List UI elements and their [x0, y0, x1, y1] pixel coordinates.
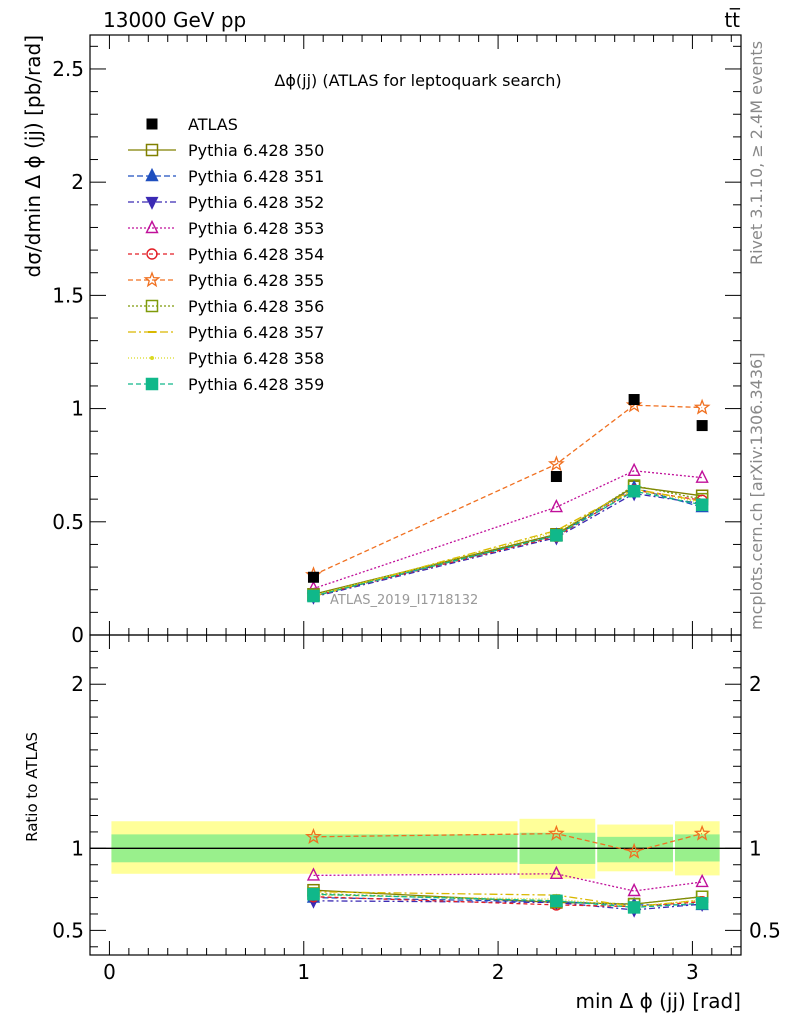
ratio-y-axis-label: Ratio to ATLAS	[23, 732, 41, 842]
ratio-point-5	[693, 824, 711, 841]
atlas-data-point	[550, 471, 562, 483]
ratio-frame	[89, 634, 742, 956]
series-point-5	[547, 455, 565, 472]
legend-marker-atlas	[146, 118, 158, 130]
main-panel: 0 0.5 1 1.5 2 2.5	[52, 34, 742, 647]
chart-title: Δϕ(jj) (ATLAS for leptoquark search)	[274, 71, 561, 90]
ratio-tick-label: 2	[71, 672, 84, 696]
series-point-3	[549, 499, 564, 513]
ratio-point-9	[307, 888, 320, 901]
x-axis-label: min Δ ϕ (jj) [rad]	[575, 989, 741, 1013]
y-axis-label: dσ/dmin Δ ϕ (jj) [pb/rad]	[21, 35, 45, 277]
series-point-5	[693, 398, 711, 415]
legend-label-4: Pythia 6.428 354	[188, 245, 324, 264]
series-point-3	[695, 469, 709, 483]
legend-marker-6	[145, 299, 159, 313]
legend-marker-3	[145, 219, 159, 234]
y-tick-label: 1	[71, 397, 84, 421]
ratio-tick-label-right: 0.5	[749, 918, 781, 942]
uncertainty-band-inner	[597, 836, 673, 863]
series-line-5	[313, 404, 703, 576]
series-point-9	[550, 529, 563, 542]
ratio-tick-label-right: 2	[749, 672, 762, 696]
series-point-3	[627, 462, 641, 477]
legend-marker-5	[143, 271, 161, 288]
y-tick-label: 1.5	[52, 283, 84, 307]
x-tick-label: 1	[297, 960, 310, 984]
ratio-point-5	[547, 824, 565, 841]
ratio-point-9	[550, 894, 563, 908]
ratio-tick-label-right: 1	[749, 836, 762, 860]
series-point-9	[695, 498, 709, 512]
ratio-point-5	[305, 827, 322, 844]
atlas-data-point	[696, 420, 708, 432]
atlas-data-point	[307, 571, 319, 583]
ratio-line-9	[313, 893, 703, 909]
legend-marker-4	[146, 248, 158, 260]
legend-marker-2	[145, 196, 159, 210]
x-tick-label: 3	[686, 960, 699, 984]
ratio-line-4	[313, 896, 703, 908]
series-line-3	[313, 470, 703, 590]
legend-label-8: Pythia 6.428 358	[188, 349, 324, 368]
legend-marker-9	[145, 377, 159, 391]
legend-label-5: Pythia 6.428 355	[188, 271, 324, 290]
legend-label-7: Pythia 6.428 357	[188, 323, 324, 342]
legend-marker-0	[145, 143, 159, 157]
series-line-6	[313, 484, 703, 596]
series-point-9	[307, 589, 320, 603]
series-line-7	[313, 488, 703, 598]
ratio-tick-label: 0.5	[52, 918, 84, 942]
legend-label-3: Pythia 6.428 353	[188, 219, 324, 238]
ratio-point-9	[627, 901, 641, 914]
legend-marker-1	[145, 167, 159, 182]
energy-label: 13000 GeV pp	[103, 8, 246, 32]
series-point-9	[627, 484, 641, 498]
atlas-data-point	[628, 394, 640, 406]
series-line-0	[313, 486, 703, 595]
legend-marker-8	[150, 356, 154, 360]
legend-label-0: Pythia 6.428 350	[188, 141, 324, 160]
ratio-panel: 0 1 2 3 0.5 0.5 1 1 2 2	[52, 634, 781, 984]
y-tick-label: 2	[71, 170, 84, 194]
x-tick-label: 2	[492, 960, 505, 984]
ratio-point-9	[695, 897, 709, 910]
ratio-point-5	[625, 842, 643, 859]
rivet-label: Rivet 3.1.10, ≥ 2.4M events	[747, 41, 766, 265]
process-label: tt̅	[724, 7, 741, 32]
legend-label-6: Pythia 6.428 356	[188, 297, 324, 316]
ratio-line-7	[313, 891, 703, 908]
analysis-label: ATLAS_2019_I1718132	[330, 593, 478, 608]
y-tick-label: 0	[71, 623, 84, 647]
x-tick-label: 0	[103, 960, 116, 984]
ratio-tick-label: 1	[71, 836, 84, 860]
ratio-line-5	[313, 832, 703, 853]
mcplots-label: mcplots.cern.ch [arXiv:1306.3436]	[747, 353, 766, 630]
ratio-line-3	[313, 873, 703, 892]
legend-label-1: Pythia 6.428 351	[188, 167, 324, 186]
series-line-8	[313, 489, 703, 597]
ratio-point-3	[627, 882, 641, 897]
legend-label-atlas: ATLAS	[188, 115, 238, 134]
ratio-point-3	[549, 865, 564, 879]
ratio-point-3	[695, 873, 709, 888]
y-tick-label: 0.5	[52, 510, 84, 534]
legend-label-9: Pythia 6.428 359	[188, 375, 324, 394]
legend-label-2: Pythia 6.428 352	[188, 193, 324, 212]
ratio-point-3	[306, 867, 321, 881]
legend: ATLAS Pythia 6.428 350 Pythia 6.428 351 Pyt…	[128, 115, 324, 394]
series-line-2	[313, 492, 703, 598]
y-tick-label: 2.5	[52, 57, 84, 81]
ratio-line-0	[313, 889, 703, 905]
